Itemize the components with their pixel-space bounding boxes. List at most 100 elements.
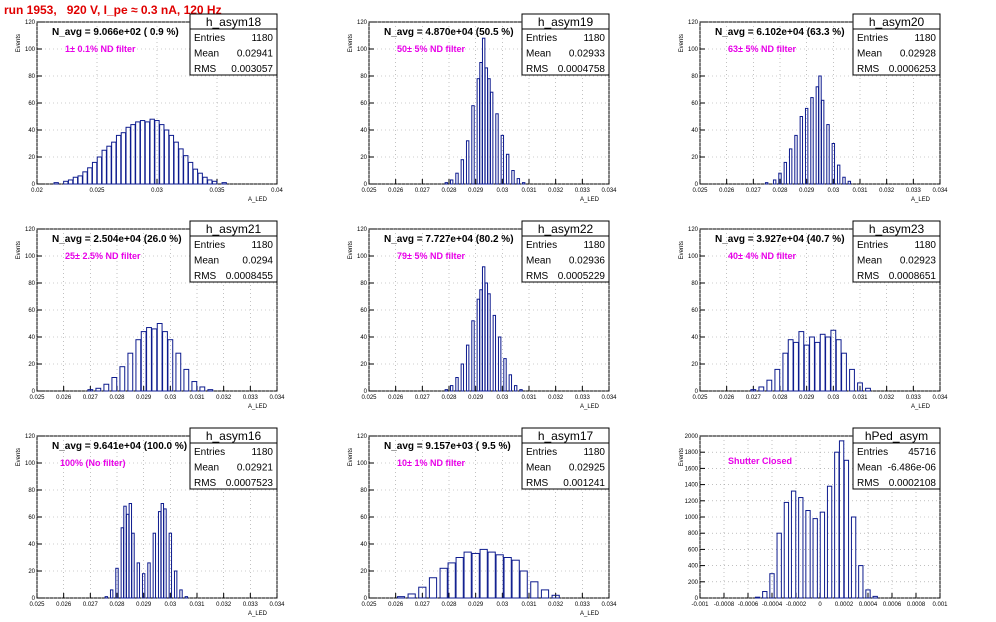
x-tick-label: 0.028 <box>109 395 125 401</box>
x-tick-label: 0.04 <box>271 188 283 194</box>
x-tick-label: 0.032 <box>216 602 232 608</box>
histogram-bin <box>872 595 878 599</box>
histogram-bin <box>783 161 788 185</box>
y-tick-label: 0 <box>32 182 36 188</box>
stats-label: RMS <box>194 478 217 489</box>
histogram-bin <box>106 145 112 185</box>
x-tick-label: 0.031 <box>521 602 537 608</box>
stats-label: Entries <box>194 240 225 251</box>
histogram-bin <box>758 386 765 392</box>
stats-box <box>189 427 278 490</box>
histogram-bin <box>484 282 489 392</box>
histogram-bin <box>179 589 183 599</box>
x-axis-label: A_LED <box>911 197 931 203</box>
histogram-bin <box>489 91 494 185</box>
y-tick-label: 400 <box>688 564 699 570</box>
x-tick-label: 0.027 <box>415 395 431 401</box>
histogram-bin <box>481 37 486 185</box>
x-tick-label: 0.028 <box>772 395 788 401</box>
histogram-bin <box>530 581 539 599</box>
y-tick-label: 120 <box>357 20 368 26</box>
histogram-bin <box>120 527 125 599</box>
x-tick-label: 0.029 <box>136 395 152 401</box>
histogram-bin <box>184 596 189 599</box>
histogram-bin <box>455 172 459 185</box>
histogram-bin <box>793 341 799 392</box>
y-tick-label: 60 <box>360 515 367 521</box>
y-tick-label: 60 <box>691 308 698 314</box>
histogram-bin <box>63 180 69 185</box>
histogram-bin <box>455 557 464 599</box>
histogram-bin <box>144 121 151 185</box>
y-tick-label: 20 <box>360 155 367 161</box>
y-tick-label: 40 <box>28 335 35 341</box>
histogram-bin <box>766 379 773 392</box>
x-tick-label: 0.031 <box>852 395 868 401</box>
x-tick-label: 0.027 <box>746 188 762 194</box>
y-tick-label: 100 <box>25 254 36 260</box>
histogram-bin <box>850 516 857 599</box>
stats-value: 0.02923 <box>900 256 937 267</box>
stats-label: Mean <box>194 463 219 474</box>
x-tick-label: 0.032 <box>879 395 895 401</box>
histogram-bin <box>487 293 491 392</box>
histogram-name: h_asym18 <box>206 15 262 29</box>
x-tick-label: 0.027 <box>83 395 99 401</box>
histogram-bin <box>157 511 162 599</box>
filter-label: 79± 5% ND filter <box>397 251 465 261</box>
histogram-bin <box>476 298 481 392</box>
stats-label: Entries <box>194 447 225 458</box>
histogram-bin <box>160 503 165 599</box>
x-tick-label: 0.03 <box>496 395 508 401</box>
y-tick-label: 200 <box>688 580 699 586</box>
stats-box <box>521 220 610 283</box>
histogram-bin <box>109 589 114 599</box>
histogram-name: h_asym23 <box>869 222 925 236</box>
x-tick-label: 0.029 <box>468 395 484 401</box>
stats-label: Entries <box>526 240 557 251</box>
x-tick-label: 0.033 <box>575 188 591 194</box>
y-tick-label: 1600 <box>685 466 699 472</box>
y-tick-label: 40 <box>360 542 367 548</box>
histogram-bin <box>183 155 189 185</box>
histogram-bin <box>396 596 406 599</box>
histogram-bin <box>173 141 179 185</box>
stats-value: 1180 <box>583 33 605 44</box>
histogram-bin <box>783 501 790 599</box>
histogram-bin <box>135 339 142 392</box>
x-tick-label: 0.03 <box>496 188 508 194</box>
histogram-bin <box>103 383 110 392</box>
histogram-bin <box>787 339 794 392</box>
histogram-bin <box>119 366 126 392</box>
y-tick-label: 0 <box>32 596 36 602</box>
stats-box <box>521 13 610 76</box>
x-tick-label: 0.034 <box>269 395 285 401</box>
histogram-bin <box>156 323 163 392</box>
y-tick-label: 0 <box>364 182 368 188</box>
stats-value: 0.02921 <box>237 463 274 474</box>
histogram-bin <box>95 387 102 392</box>
histogram-bin <box>91 161 98 185</box>
stats-box <box>852 13 941 76</box>
histogram-bin <box>513 385 518 392</box>
x-tick-label: 0.034 <box>932 395 948 401</box>
histogram-bin <box>865 589 871 599</box>
x-tick-label: 0.025 <box>29 602 45 608</box>
histogram-bin <box>163 508 167 599</box>
x-tick-label: 0.033 <box>906 395 922 401</box>
histogram-bin <box>168 532 173 599</box>
histogram-bin <box>151 328 158 392</box>
navg-label: N_avg = 2.504e+04 (26.0 %) <box>52 234 182 245</box>
x-tick-label: 0.033 <box>575 395 591 401</box>
stats-label: Mean <box>857 256 882 267</box>
y-tick-label: 100 <box>357 254 368 260</box>
histogram-bin <box>141 573 146 599</box>
y-tick-label: 20 <box>360 362 367 368</box>
stats-value: 0.001241 <box>563 478 605 489</box>
x-tick-label: 0.033 <box>906 188 922 194</box>
stats-label: Entries <box>857 33 888 44</box>
histogram-name: h_asym20 <box>869 15 925 29</box>
histogram-bin <box>87 167 93 185</box>
histogram-bin <box>178 148 184 185</box>
histogram-bin <box>152 532 157 599</box>
